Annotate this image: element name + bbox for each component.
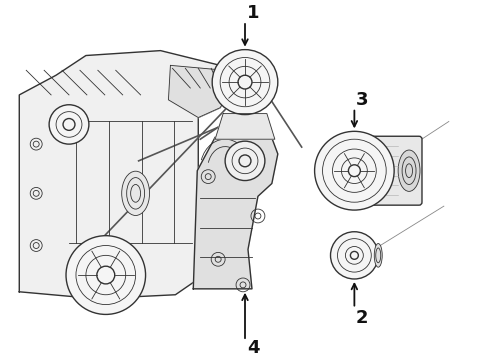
Ellipse shape xyxy=(374,244,382,267)
Text: 1: 1 xyxy=(246,4,259,22)
Polygon shape xyxy=(169,66,232,118)
Ellipse shape xyxy=(398,150,420,192)
Polygon shape xyxy=(193,121,278,289)
FancyBboxPatch shape xyxy=(361,136,422,205)
Circle shape xyxy=(315,131,394,210)
Circle shape xyxy=(331,232,378,279)
Circle shape xyxy=(66,236,146,314)
Circle shape xyxy=(212,50,278,114)
Circle shape xyxy=(225,141,265,181)
Text: 4: 4 xyxy=(246,339,259,357)
Ellipse shape xyxy=(122,171,149,216)
Polygon shape xyxy=(215,114,275,139)
Polygon shape xyxy=(19,51,232,299)
Text: 2: 2 xyxy=(356,309,368,327)
Circle shape xyxy=(49,105,89,144)
Text: 3: 3 xyxy=(356,91,368,109)
